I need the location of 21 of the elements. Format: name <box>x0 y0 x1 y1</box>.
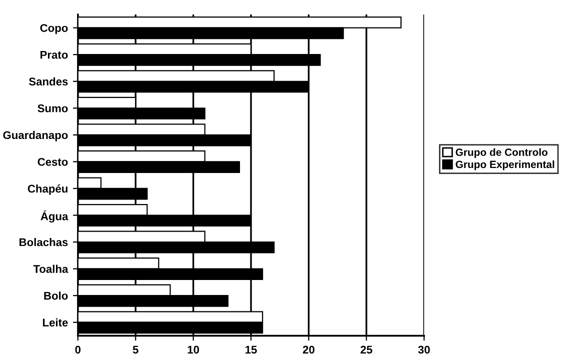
y-tick-label: Sumo <box>38 104 68 112</box>
y-tick-label: Cesto <box>38 158 68 166</box>
y-tick-label: Prato <box>40 50 68 59</box>
x-tick-label: 25 <box>360 346 372 354</box>
legend-label: Grupo de Controlo <box>456 148 548 158</box>
x-tick-label: 10 <box>188 346 200 354</box>
x-tick-label: 0 <box>75 346 81 354</box>
x-tick-label: 30 <box>418 346 430 354</box>
y-tick-label: Guardanapo <box>3 130 68 142</box>
y-tick-label: Chapéu <box>28 184 68 195</box>
y-tick-label: Toalha <box>33 264 68 273</box>
x-tick-label: 20 <box>302 346 314 354</box>
y-tick-label: Leite <box>42 318 68 326</box>
y-tick-label: Água <box>40 210 68 223</box>
y-tick-label: Sandes <box>28 77 68 86</box>
y-tick-label: Copo <box>40 24 68 34</box>
x-tick-label: 15 <box>246 346 257 354</box>
x-tick-label: 5 <box>132 346 138 354</box>
legend-label: Grupo Experimental <box>456 160 554 170</box>
y-tick-label: Bolo <box>44 292 68 300</box>
y-tick-label: Bolachas <box>20 238 68 246</box>
